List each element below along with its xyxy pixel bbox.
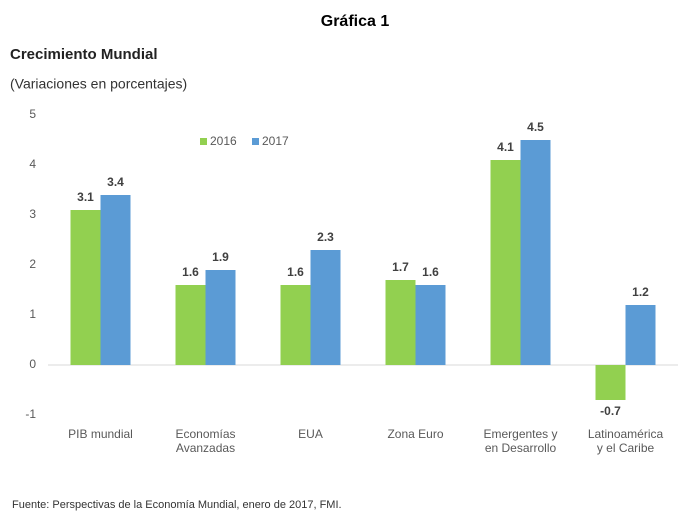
bar — [280, 285, 311, 365]
data-label: 4.1 — [497, 140, 514, 154]
bar — [625, 305, 656, 365]
y-tick-label: -1 — [25, 407, 36, 421]
bar — [310, 250, 341, 365]
data-label: 2.3 — [317, 230, 334, 244]
y-tick-label: 2 — [29, 257, 36, 271]
bar — [595, 365, 626, 400]
data-label: 1.6 — [422, 265, 439, 279]
y-tick-label: 5 — [29, 107, 36, 121]
bar — [175, 285, 206, 365]
bar — [415, 285, 446, 365]
chart-title: Crecimiento Mundial — [10, 46, 158, 63]
data-label: -0.7 — [600, 404, 621, 418]
x-tick-label: EUA — [298, 427, 323, 441]
data-label: 1.6 — [182, 265, 199, 279]
x-tick-label: Economías Avanzadas — [175, 427, 235, 455]
legend-label: 2016 — [210, 134, 237, 148]
bar — [205, 270, 236, 365]
data-label: 3.4 — [107, 175, 124, 189]
bar — [100, 195, 131, 365]
x-tick-label: PIB mundial — [68, 427, 133, 441]
legend-swatch — [252, 138, 259, 145]
legend-swatch — [200, 138, 207, 145]
y-tick-label: 1 — [29, 307, 36, 321]
bar — [520, 140, 551, 365]
data-label: 1.6 — [287, 265, 304, 279]
y-tick-label: 0 — [29, 357, 36, 371]
data-label: 4.5 — [527, 120, 544, 134]
bar — [490, 160, 521, 365]
x-tick-label: Zona Euro — [387, 427, 443, 441]
data-label: 1.9 — [212, 250, 229, 264]
header: Gráfica 1 — [321, 13, 390, 30]
bar — [385, 280, 416, 365]
y-tick-label: 4 — [29, 157, 36, 171]
x-tick-label: Emergentes y en Desarrollo — [483, 427, 557, 455]
source: Fuente: Perspectivas de la Economía Mund… — [12, 499, 342, 511]
data-label: 1.7 — [392, 260, 409, 274]
data-label: 1.2 — [632, 285, 649, 299]
y-tick-label: 3 — [29, 207, 36, 221]
x-tick-label: Latinoamérica y el Caribe — [588, 427, 664, 455]
data-label: 3.1 — [77, 190, 94, 204]
bar — [70, 210, 101, 365]
legend-label: 2017 — [262, 134, 289, 148]
chart-subtitle: (Variaciones en porcentajes) — [10, 76, 187, 92]
